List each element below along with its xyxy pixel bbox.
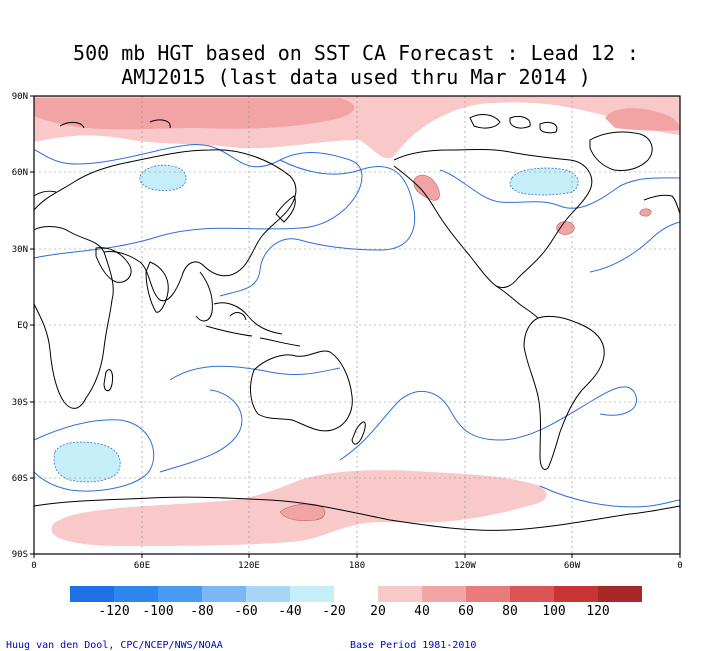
contour-line bbox=[539, 485, 681, 508]
southeast-asia-coastline bbox=[195, 271, 283, 335]
legend-label: -20 bbox=[322, 604, 346, 619]
arctic-islands-coastline bbox=[59, 114, 558, 134]
contour-line bbox=[33, 144, 363, 259]
lon-label: 0 bbox=[31, 561, 36, 571]
greenland-positive-core bbox=[605, 108, 680, 131]
legend-swatch bbox=[158, 586, 202, 602]
axis-ticks bbox=[30, 95, 681, 558]
map-title-line-1: 500 mb HGT based on SST CA Forecast : Le… bbox=[73, 41, 639, 65]
contour-line bbox=[589, 221, 681, 273]
lon-label: 180 bbox=[349, 561, 365, 571]
legend-swatch bbox=[598, 586, 642, 602]
lat-label: 90S bbox=[12, 550, 28, 560]
madagascar-coastline bbox=[103, 369, 113, 392]
new-zealand-coastline bbox=[351, 421, 366, 445]
contour-line bbox=[219, 159, 416, 297]
greenland-coastline bbox=[589, 131, 653, 171]
atlantic-positive-small bbox=[556, 221, 575, 235]
legend-label: -80 bbox=[190, 604, 214, 619]
antarctica-coastline bbox=[33, 496, 681, 531]
lat-label: EQ bbox=[17, 321, 28, 331]
central-america-coastline bbox=[495, 285, 539, 319]
australia-coastline bbox=[250, 350, 353, 432]
legend-swatch bbox=[554, 586, 598, 602]
legend-swatch bbox=[114, 586, 158, 602]
negative-anomaly-regions bbox=[53, 164, 579, 483]
legend-label: 100 bbox=[542, 604, 566, 619]
legend-negative-bar bbox=[70, 586, 334, 602]
south-indian-ocean-negative bbox=[53, 441, 121, 483]
india-coastline bbox=[145, 261, 169, 313]
lon-label: 60E bbox=[134, 561, 150, 571]
contour-line bbox=[159, 389, 243, 473]
lon-label: 120W bbox=[454, 561, 476, 571]
arabia-coastline bbox=[95, 247, 132, 283]
lat-label: 60S bbox=[12, 474, 28, 484]
siberia-negative-region bbox=[139, 164, 187, 191]
southern-ocean-positive-core bbox=[279, 503, 326, 522]
coastlines bbox=[33, 114, 681, 531]
contour-line bbox=[169, 365, 341, 381]
longitude-labels: 0 60E 120E 180 120W 60W 0 bbox=[31, 561, 682, 571]
legend-label: -60 bbox=[234, 604, 258, 619]
arctic-positive-core bbox=[34, 98, 355, 130]
lat-label: 30N bbox=[12, 245, 28, 255]
base-period-note: Base Period 1981-2010 bbox=[350, 640, 477, 651]
legend-label: 40 bbox=[414, 604, 430, 619]
lat-label: 30S bbox=[12, 398, 28, 408]
legend-label: 120 bbox=[586, 604, 610, 619]
author-credit: Huug van den Dool, CPC/NCEP/NWS/NOAA bbox=[6, 640, 223, 651]
contour-line bbox=[339, 386, 637, 461]
africa-coastline bbox=[33, 226, 114, 409]
lon-label: 60W bbox=[564, 561, 581, 571]
lat-label: 90N bbox=[12, 92, 28, 102]
legend-label: 20 bbox=[370, 604, 386, 619]
legend-swatch bbox=[510, 586, 554, 602]
gulf-of-alaska-positive bbox=[413, 174, 440, 201]
legend-label: -40 bbox=[278, 604, 302, 619]
latitude-labels: 90N 60N 30N EQ 30S 60S 90S bbox=[12, 92, 28, 560]
lat-label: 60N bbox=[12, 168, 28, 178]
legend-label: 60 bbox=[458, 604, 474, 619]
legend-swatch bbox=[202, 586, 246, 602]
legend-positive-bar bbox=[378, 586, 642, 602]
indonesia-coastline bbox=[205, 312, 301, 347]
legend-swatch bbox=[422, 586, 466, 602]
legend-swatch bbox=[246, 586, 290, 602]
japan-coastline bbox=[275, 195, 296, 223]
contour-line bbox=[439, 169, 681, 209]
legend-swatch bbox=[70, 586, 114, 602]
legend-label: -120 bbox=[98, 604, 130, 619]
legend-swatch bbox=[466, 586, 510, 602]
map-title-line-2: AMJ2015 (last data used thru Mar 2014 ) bbox=[121, 65, 591, 89]
europe-coastline bbox=[33, 190, 681, 215]
atlantic-positive-tiny bbox=[639, 208, 652, 217]
contour-line bbox=[33, 419, 155, 492]
lon-label: 0 bbox=[677, 561, 682, 571]
zero-contours bbox=[33, 144, 681, 508]
north-america-coastline bbox=[393, 149, 593, 289]
legend-swatch bbox=[290, 586, 334, 602]
south-america-coastline bbox=[523, 315, 605, 470]
legend-label: -100 bbox=[142, 604, 174, 619]
lon-label: 120E bbox=[238, 561, 260, 571]
hudson-bay-negative-region bbox=[509, 167, 579, 196]
legend-label: 80 bbox=[502, 604, 518, 619]
graticule bbox=[34, 96, 680, 554]
eurasia-coastline bbox=[33, 149, 297, 302]
legend-swatch bbox=[378, 586, 422, 602]
